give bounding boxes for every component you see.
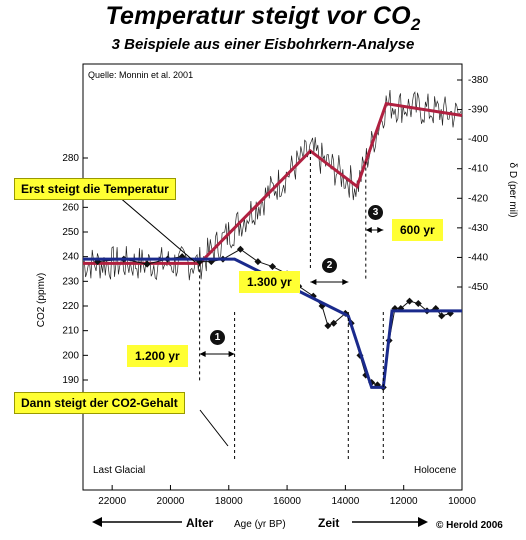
lag-1-arrow-head-left <box>199 351 206 357</box>
newer-arrow-head <box>418 517 428 527</box>
lag-2-arrow-head-left <box>310 279 317 285</box>
co2-tick-label: 200 <box>62 350 79 361</box>
x-tick-label: 10000 <box>448 496 476 507</box>
dd-tick-label: -450 <box>468 282 488 293</box>
x-tick-label: 20000 <box>157 496 185 507</box>
co2-tick-label: 260 <box>62 202 79 213</box>
co2-trend-line <box>83 257 462 389</box>
lag-2-label: 1.300 yr <box>239 271 300 293</box>
co2-sample-point <box>324 322 332 330</box>
callout-co2-pointer <box>199 409 229 447</box>
newer-label: Zeit <box>318 516 340 530</box>
lag-3-arrow-head-left <box>365 227 372 233</box>
holocene-label: Holocene <box>414 465 457 476</box>
callout-temperature-pointer <box>117 195 196 263</box>
co2-sample-point <box>438 312 446 320</box>
co2-sample-point <box>406 297 414 305</box>
lag-3-arrow-head-right <box>377 227 384 233</box>
x-tick-label: 18000 <box>215 496 243 507</box>
callout-co2-after: Dann steigt der CO2-Gehalt <box>14 392 185 414</box>
co2-tick-label: 190 <box>62 375 79 386</box>
temperature-trend-line <box>83 101 463 265</box>
dd-axis-label: δ D (per mil) <box>507 162 518 217</box>
dd-tick-label: -440 <box>468 252 488 263</box>
chart-title: Temperatur steigt vor CO2 <box>0 2 526 35</box>
dd-tick-label: -430 <box>468 223 488 234</box>
co2-sample-point <box>236 245 244 253</box>
x-tick-label: 16000 <box>273 496 301 507</box>
lag-1-badge: 1 <box>210 330 225 345</box>
dd-tick-label: -400 <box>468 134 488 145</box>
last-glacial-label: Last Glacial <box>93 465 146 476</box>
co2-tick-label: 250 <box>62 227 79 238</box>
co2-axis-label: CO2 (ppmv) <box>36 273 47 327</box>
dd-tick-label: -380 <box>468 75 488 86</box>
dd-tick-label: -390 <box>468 105 488 116</box>
co2-sample-point <box>414 300 422 308</box>
x-tick-label: 14000 <box>331 496 359 507</box>
lag-1-label: 1.200 yr <box>127 345 188 367</box>
older-arrow-head <box>92 517 102 527</box>
co2-tick-label: 220 <box>62 301 79 312</box>
lag-2-badge: 2 <box>322 258 337 273</box>
chart-subtitle: 3 Beispiele aus einer Eisbohrkern-Analys… <box>111 36 415 53</box>
dd-tick-label: -410 <box>468 164 488 175</box>
co2-sample-point <box>143 260 151 268</box>
co2-tick-label: 210 <box>62 326 79 337</box>
x-tick-label: 12000 <box>390 496 418 507</box>
title-subscript: 2 <box>410 15 421 34</box>
dd-tick-label: -420 <box>468 193 488 204</box>
title-text: Temperatur steigt vor CO <box>105 2 411 30</box>
age-axis-label: Age (yr BP) <box>234 519 286 530</box>
source-label: Quelle: Monnin et al. 2001 <box>88 70 194 80</box>
lag-3-badge: 3 <box>368 205 383 220</box>
lag-1-arrow-head-right <box>228 351 235 357</box>
co2-sample-point <box>254 258 262 266</box>
x-tick-label: 22000 <box>98 496 126 507</box>
callout-temperature-first: Erst steigt die Temperatur <box>14 178 176 200</box>
co2-tick-label: 240 <box>62 252 79 263</box>
lag-2-arrow-head-right <box>342 279 349 285</box>
plot-frame <box>82 63 463 491</box>
co2-sample-point <box>269 263 276 271</box>
co2-sample-point <box>330 319 338 327</box>
co2-tick-label: 280 <box>62 153 79 164</box>
co2-tick-label: 230 <box>62 276 79 287</box>
older-label: Alter <box>186 516 214 530</box>
copyright-label: © Herold 2006 <box>436 520 503 531</box>
lag-3-label: 600 yr <box>392 219 443 241</box>
